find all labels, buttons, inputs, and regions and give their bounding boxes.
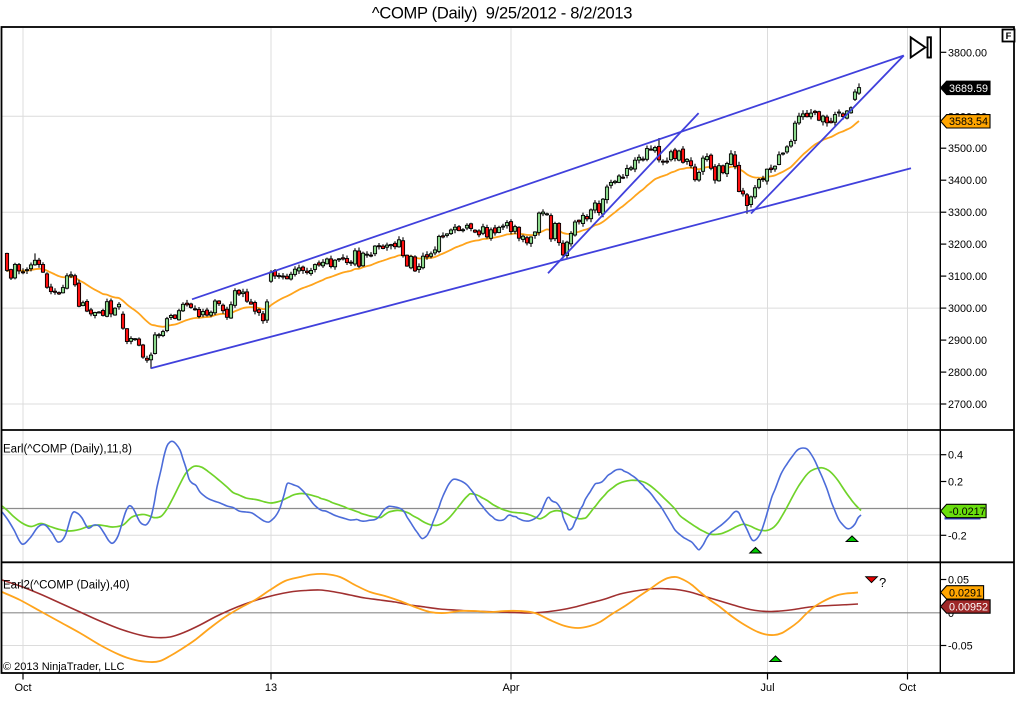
svg-text:0.0291: 0.0291 (949, 587, 982, 599)
svg-text:F: F (1006, 31, 1012, 42)
svg-text:0.05: 0.05 (948, 575, 969, 587)
svg-text:Oct: Oct (899, 682, 916, 694)
svg-text:13: 13 (265, 682, 277, 694)
svg-text:3400.00: 3400.00 (948, 175, 987, 187)
svg-text:3689.59: 3689.59 (949, 83, 988, 95)
svg-text:^COMP (Daily) 9/25/2012 - 8/2: ^COMP (Daily) 9/25/2012 - 8/2/2013 (372, 5, 632, 23)
svg-text:-0.05: -0.05 (948, 641, 973, 653)
svg-text:3300.00: 3300.00 (948, 207, 987, 219)
svg-text:Oct: Oct (14, 682, 31, 694)
svg-text:3000.00: 3000.00 (948, 303, 987, 315)
svg-text:Jul: Jul (760, 682, 774, 694)
svg-text:2900.00: 2900.00 (948, 335, 987, 347)
svg-text:© 2013 NinjaTrader, LLC: © 2013 NinjaTrader, LLC (3, 661, 124, 673)
svg-text:0.4: 0.4 (948, 450, 963, 462)
svg-text:3500.00: 3500.00 (948, 143, 987, 155)
svg-text:3100.00: 3100.00 (948, 271, 987, 283)
svg-text:3200.00: 3200.00 (948, 239, 987, 251)
svg-text:2800.00: 2800.00 (948, 367, 987, 379)
svg-text:0: 0 (948, 608, 954, 620)
svg-text:3583.54: 3583.54 (949, 116, 988, 128)
svg-text:-0.2: -0.2 (948, 530, 967, 542)
svg-text:?: ? (879, 575, 886, 590)
svg-text:2700.00: 2700.00 (948, 399, 987, 411)
svg-text:0.00952: 0.00952 (949, 601, 988, 613)
svg-text:Earl(^COMP (Daily),11,8): Earl(^COMP (Daily),11,8) (3, 444, 132, 456)
svg-text:0.2: 0.2 (948, 477, 963, 489)
svg-text:3800.00: 3800.00 (948, 47, 987, 59)
svg-text:Apr: Apr (502, 682, 519, 694)
svg-text:-0.0217: -0.0217 (949, 506, 986, 518)
svg-text:Earl2(^COMP (Daily),40): Earl2(^COMP (Daily),40) (3, 580, 130, 592)
